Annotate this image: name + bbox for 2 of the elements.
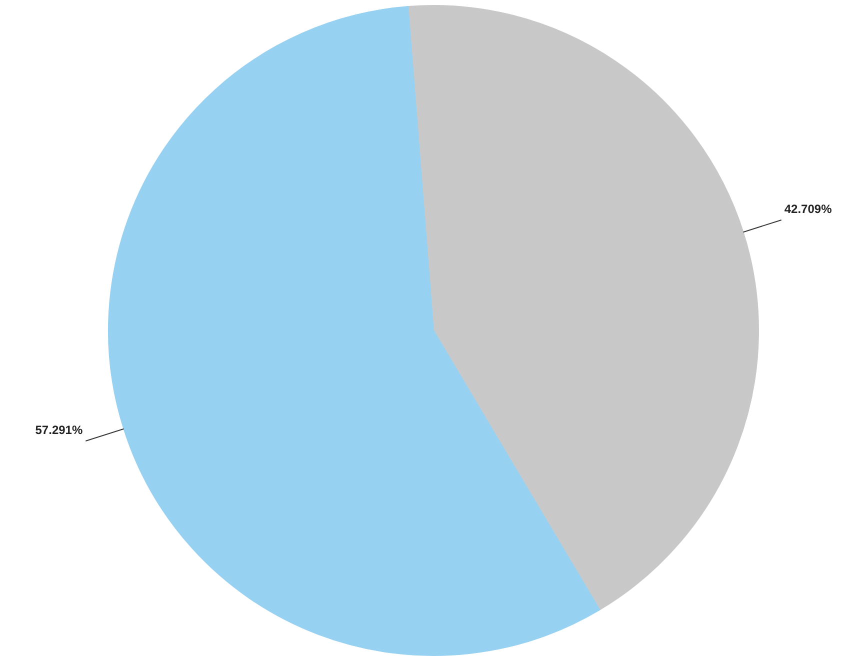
data-label: 57.291% [35,423,83,438]
data-label: 42.709% [784,202,832,216]
